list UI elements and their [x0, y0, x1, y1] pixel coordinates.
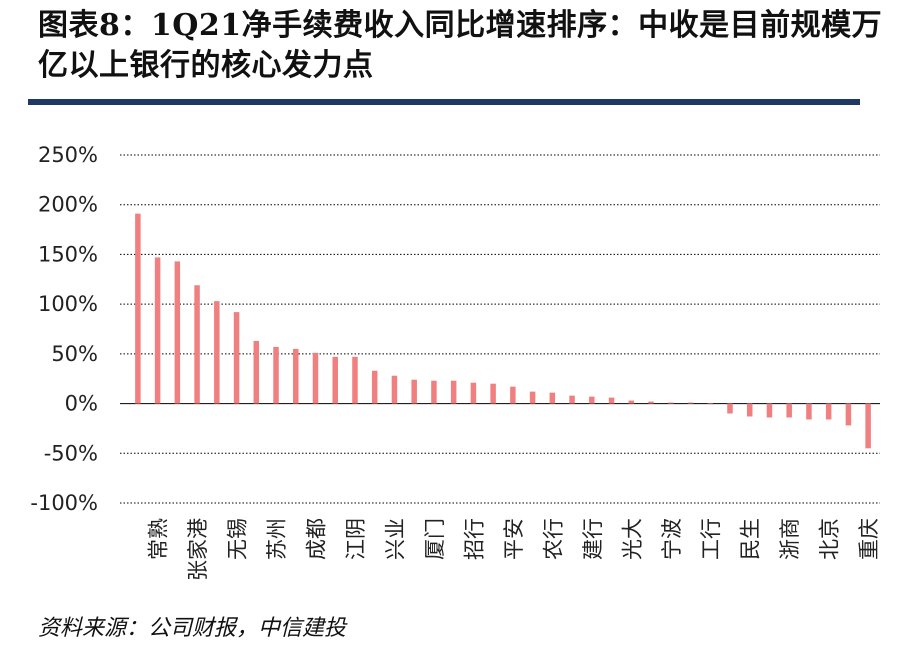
x-tick-label: 光大 [620, 518, 644, 560]
bar [293, 348, 299, 404]
bar [371, 370, 378, 404]
bar [332, 356, 338, 404]
x-tick-label: 平安 [502, 518, 526, 560]
bar [825, 403, 832, 420]
bar [154, 257, 161, 404]
bar [589, 396, 595, 404]
x-tick-label: 北京 [818, 518, 842, 560]
bar [490, 383, 496, 404]
bar-chart: -100% -50% 0% 50% 100% 150% 200% 250% 常熟 张家港 无锡 苏州成… [30, 143, 881, 581]
y-tick-label: 200% [38, 193, 98, 217]
y-tick-label: 0% [65, 392, 98, 416]
bar [668, 402, 674, 404]
bar [687, 402, 694, 404]
chart-title: 图表8：1Q21净手续费收入同比增速排序：中收是目前规模万亿以上银行的核心发力点 [38, 8, 883, 83]
y-tick-label: 150% [38, 242, 98, 266]
bar [411, 379, 417, 404]
y-tick-label: 100% [38, 292, 98, 316]
x-tick-label: 常熟 [147, 518, 171, 560]
bar [569, 395, 575, 404]
bar [431, 380, 437, 404]
x-tick-label: 建行 [581, 518, 605, 560]
bar [806, 403, 812, 420]
bar [174, 261, 181, 404]
x-tick-label: 工行 [699, 518, 723, 560]
bar [510, 386, 516, 404]
bar [312, 352, 319, 404]
source-note: 资料来源：公司财报，中信建投 [38, 616, 347, 641]
y-tick-label: -100% [30, 491, 98, 515]
x-tick-label: 农行 [541, 518, 565, 560]
bar [391, 375, 398, 404]
x-tick-label: 重庆 [857, 518, 881, 560]
bar [253, 340, 260, 404]
x-tick-label: 无锡 [226, 518, 250, 560]
x-tick-label: 民生 [739, 518, 763, 560]
x-tick-label: 苏州 [265, 518, 289, 560]
x-tick-label: 浙商 [778, 518, 802, 560]
x-tick-label: 厦门 [423, 518, 447, 560]
bar [273, 346, 279, 404]
x-tick-label: 成都 [305, 518, 329, 560]
bar [727, 403, 733, 414]
bar [766, 403, 773, 418]
bar [648, 401, 654, 404]
x-tick-label: 兴业 [383, 518, 407, 560]
x-tick-label: 招行 [462, 518, 486, 560]
bar [194, 285, 200, 404]
bar [450, 380, 457, 404]
bar [746, 403, 753, 417]
bar [135, 213, 141, 404]
y-tick-label: 50% [51, 342, 98, 366]
x-tick-label: 宁波 [660, 518, 684, 560]
bar [845, 403, 852, 426]
bar [352, 356, 358, 404]
y-tick-label: 250% [38, 143, 98, 167]
bar [233, 312, 240, 404]
bar [628, 400, 635, 404]
bar [865, 403, 871, 449]
bar [549, 392, 556, 404]
bar [529, 391, 536, 404]
bar [786, 403, 792, 418]
title-rule [28, 99, 860, 105]
bar [214, 301, 220, 404]
x-tick-label: 张家港 [186, 518, 210, 581]
bar [608, 397, 615, 404]
bar [707, 403, 713, 405]
bar [470, 382, 477, 404]
x-tick-label: 江阴 [344, 518, 368, 560]
y-tick-label: -50% [44, 441, 98, 465]
